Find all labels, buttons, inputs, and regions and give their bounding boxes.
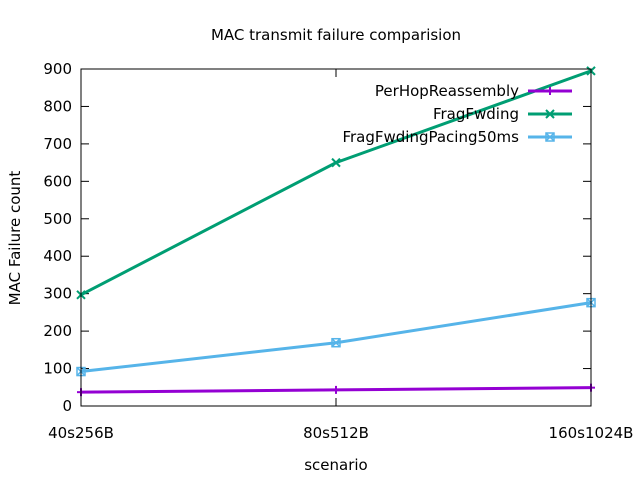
y-tick-label: 100 (43, 360, 72, 378)
series-layer (76, 66, 596, 397)
data-point (332, 385, 340, 394)
legend-entry: FragFwdingPacing50ms (342, 128, 572, 146)
legend-marker (545, 132, 555, 142)
legend: PerHopReassembly FragFwding FragFwdingPaci… (342, 82, 572, 146)
legend-label: FragFwdingPacing50ms (342, 128, 519, 146)
x-tick-label: 160s1024B (549, 424, 634, 442)
legend-label: FragFwding (433, 105, 519, 123)
legend-marker (546, 87, 554, 95)
series-FragFwding (76, 66, 596, 300)
y-tick-label: 0 (62, 397, 72, 415)
legend-entry: PerHopReassembly (375, 82, 572, 100)
x-tick-label: 80s512B (303, 424, 369, 442)
series-line (80, 301, 592, 374)
y-axis-label: MAC Failure count (6, 171, 24, 306)
data-point (331, 337, 341, 348)
y-tick-label: 700 (43, 135, 72, 153)
x-axis-ticks: 40s256B 80s512B 160s1024B (48, 69, 633, 442)
y-tick-label: 500 (43, 210, 72, 228)
y-axis-ticks: 0 100 200 300 400 500 600 700 800 900 (43, 60, 591, 415)
series-FragFwdingPacing50ms (76, 297, 596, 377)
legend-entry: FragFwding (433, 105, 572, 123)
y-tick-label: 900 (43, 60, 72, 78)
y-tick-label: 400 (43, 247, 72, 265)
legend-marker (545, 109, 555, 119)
x-axis-label: scenario (304, 456, 368, 474)
y-tick-label: 300 (43, 285, 72, 303)
y-tick-label: 200 (43, 322, 72, 340)
chart-title: MAC transmit failure comparision (211, 26, 461, 44)
series-PerHopReassembly (77, 383, 595, 397)
plot-frame (80, 68, 592, 407)
x-tick-label: 40s256B (48, 424, 114, 442)
y-tick-label: 800 (43, 97, 72, 115)
y-tick-label: 600 (43, 172, 72, 190)
data-point (331, 157, 341, 168)
legend-label: PerHopReassembly (375, 82, 519, 100)
